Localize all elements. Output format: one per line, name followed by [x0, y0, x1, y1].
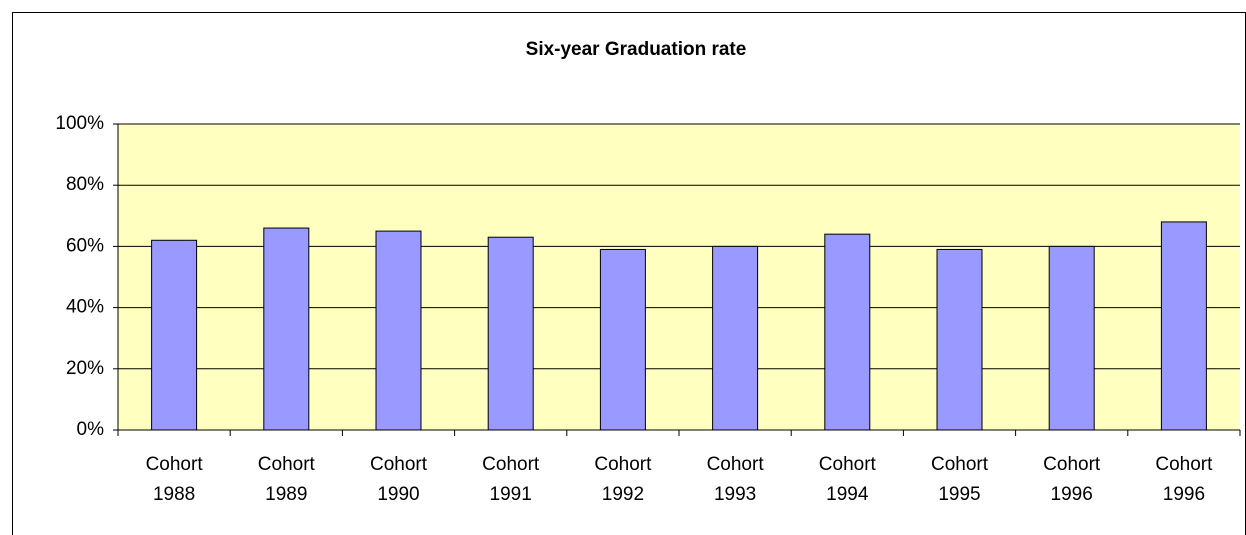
- x-tick-label: Cohort 1996: [1155, 454, 1213, 505]
- bar: [1048, 245, 1095, 431]
- bar: [263, 227, 310, 431]
- y-tick-label: 0%: [77, 419, 105, 440]
- x-tick-label: Cohort 1995: [930, 454, 989, 505]
- chart-title: Six-year Graduation rate: [526, 39, 747, 60]
- bar: [599, 248, 646, 431]
- y-tick-label: 60%: [66, 235, 104, 256]
- x-tick-label: Cohort 1991: [482, 454, 540, 505]
- x-tick-label: Cohort 1992: [594, 454, 652, 505]
- x-tick-label: Cohort 1988: [145, 454, 203, 505]
- x-tick-label: Cohort 1996: [1043, 454, 1101, 505]
- y-tick-label: 80%: [66, 174, 104, 195]
- x-tick-label: Cohort 1993: [706, 454, 764, 505]
- x-tick-label: Cohort 1994: [818, 454, 876, 505]
- bar: [487, 236, 534, 431]
- bar: [151, 239, 198, 431]
- bar: [936, 248, 983, 431]
- x-tick-label: Cohort 1989: [257, 454, 315, 505]
- y-tick-label: 100%: [55, 113, 104, 134]
- bar: [712, 245, 759, 431]
- y-tick-label: 20%: [66, 358, 104, 379]
- bar: [824, 233, 871, 431]
- y-tick-label: 40%: [66, 297, 104, 318]
- x-tick-label: Cohort 1990: [369, 454, 428, 505]
- bar: [1160, 221, 1207, 431]
- bar: [375, 230, 422, 431]
